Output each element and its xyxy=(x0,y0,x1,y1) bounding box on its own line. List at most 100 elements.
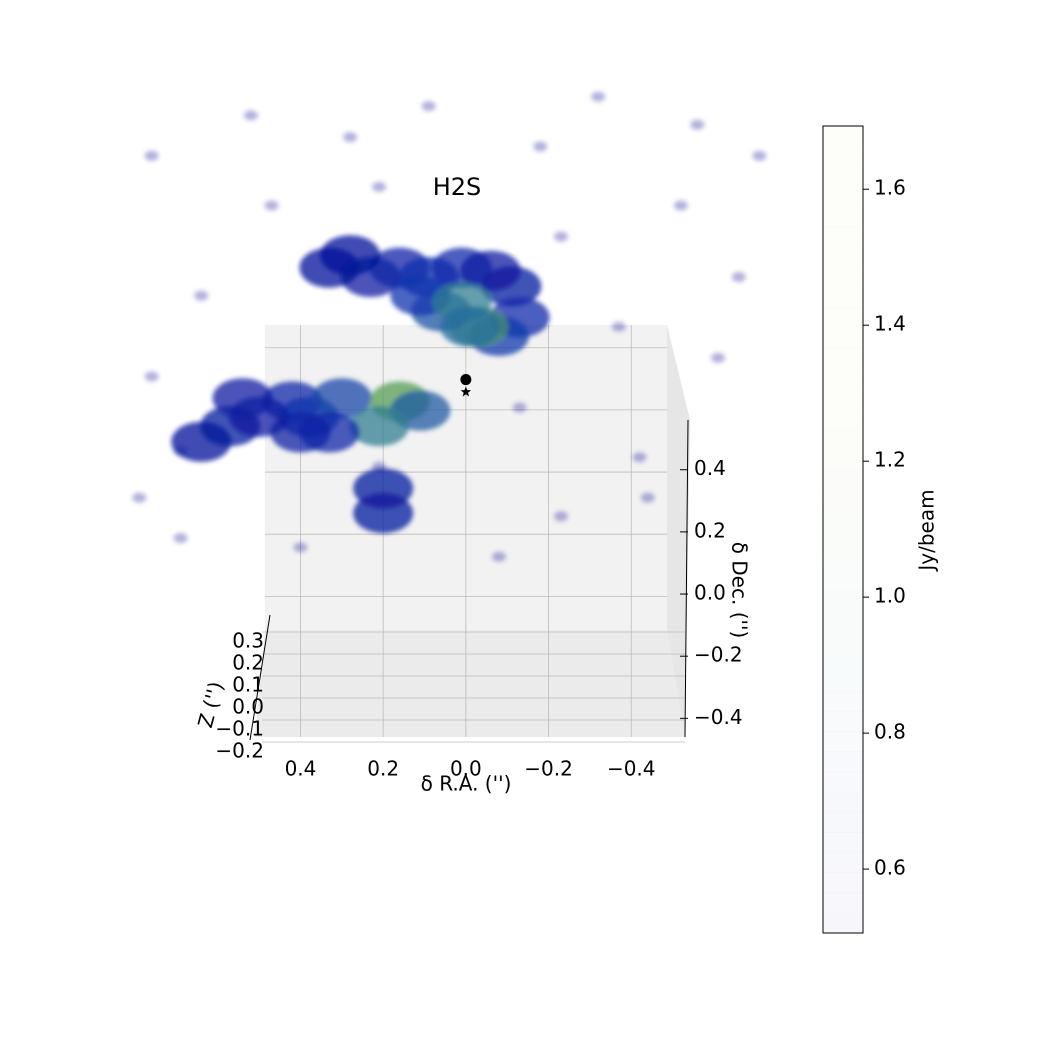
colorbar-cell xyxy=(823,832,863,853)
colorbar-cell xyxy=(823,731,863,752)
point xyxy=(173,533,188,544)
colorbar-cell xyxy=(823,166,863,187)
point xyxy=(752,150,767,161)
point xyxy=(293,542,308,553)
point xyxy=(553,231,568,242)
point xyxy=(144,371,159,382)
colorbar-cell xyxy=(823,308,863,329)
point xyxy=(299,247,360,288)
colorbar-cell xyxy=(823,913,863,934)
colorbar-cell xyxy=(823,691,863,712)
x-tick-label: −0.2 xyxy=(524,757,573,781)
colorbar-cell xyxy=(823,812,863,833)
point xyxy=(372,181,387,192)
colorbar-cell xyxy=(823,247,863,268)
point xyxy=(673,200,688,211)
point xyxy=(533,141,548,152)
z-tick-label: 0.2 xyxy=(232,651,264,675)
point xyxy=(311,378,372,419)
colorbar-cell xyxy=(823,287,863,308)
colorbar-cell xyxy=(823,328,863,349)
x-tick-label: 0.4 xyxy=(285,757,317,781)
point xyxy=(372,461,387,472)
point xyxy=(243,110,258,121)
colorbar-tick-label: 0.8 xyxy=(874,720,906,744)
colorbar-cell xyxy=(823,489,863,510)
colorbar-cell xyxy=(823,570,863,591)
point xyxy=(632,452,647,463)
y-axis xyxy=(684,419,689,738)
y-tick-label: −0.4 xyxy=(694,705,743,729)
axes: 0.4 0.2 0.0 −0.2 −0.4−0.4−0.20.00.20.4−0.2−0… xyxy=(215,419,743,781)
colorbar-cell xyxy=(823,227,863,248)
point xyxy=(212,378,273,419)
colorbar-cell xyxy=(823,751,863,772)
y-axis-label: δ Dec. ('') xyxy=(728,542,752,639)
point xyxy=(173,446,188,457)
colorbar-cell xyxy=(823,651,863,672)
colorbar-cell xyxy=(823,449,863,470)
colorbar-cell xyxy=(823,509,863,530)
marker xyxy=(460,374,472,386)
colorbar xyxy=(822,125,864,934)
chart-title: H2S xyxy=(433,173,482,201)
colorbar-cell xyxy=(823,368,863,389)
point xyxy=(591,91,606,102)
colorbar-cell xyxy=(823,772,863,793)
z-tick-label: 0.0 xyxy=(232,695,264,719)
floor-pane xyxy=(255,630,685,737)
colorbar-cell xyxy=(823,610,863,631)
colorbar-tick-label: 1.6 xyxy=(874,176,906,200)
grid xyxy=(262,325,685,743)
point xyxy=(264,200,279,211)
point xyxy=(491,551,506,562)
colorbar-cell xyxy=(823,893,863,914)
point xyxy=(640,492,655,503)
colorbar-cell xyxy=(823,348,863,369)
x-tick-label: 0.2 xyxy=(367,757,399,781)
colorbar-cell xyxy=(823,469,863,490)
points xyxy=(132,91,767,562)
point xyxy=(553,511,568,522)
z-tick-label: −0.2 xyxy=(215,739,264,763)
colorbar-tick-label: 1.2 xyxy=(874,448,906,472)
point xyxy=(512,402,527,413)
colorbar-cell xyxy=(823,590,863,611)
colorbar-tick-label: 1.4 xyxy=(874,312,906,336)
colorbar-cell xyxy=(823,852,863,873)
colorbar-cell xyxy=(823,187,863,208)
marker xyxy=(460,386,472,397)
x-tick-label: −0.4 xyxy=(607,757,656,781)
z-tick-label: 0.3 xyxy=(232,629,264,653)
colorbar-cell xyxy=(823,267,863,288)
y-tick-label: 0.4 xyxy=(694,456,726,480)
point xyxy=(711,352,726,363)
point xyxy=(144,150,159,161)
side-pane xyxy=(667,325,690,737)
point xyxy=(481,266,542,307)
colorbar-tick-label: 1.0 xyxy=(874,584,906,608)
point xyxy=(353,493,414,534)
x-tick-label: 0.0 xyxy=(450,757,482,781)
point xyxy=(440,306,500,347)
point xyxy=(731,272,746,282)
colorbar-cell xyxy=(823,408,863,429)
y-tick-label: 0.0 xyxy=(694,581,726,605)
colorbar-cell xyxy=(823,530,863,551)
point xyxy=(343,132,358,143)
colorbar-cell xyxy=(823,630,863,651)
z-tick-label: −0.1 xyxy=(215,717,264,741)
point xyxy=(611,321,626,332)
colorbar-cell xyxy=(823,207,863,228)
colorbar-cell xyxy=(823,792,863,813)
point xyxy=(132,492,147,503)
point xyxy=(690,119,705,130)
colorbar-cell xyxy=(823,872,863,893)
x-axis-label: δ R.A. ('') xyxy=(421,772,512,796)
colorbar-cell xyxy=(823,429,863,450)
colorbar-cell xyxy=(823,711,863,732)
colorbar-cell xyxy=(823,388,863,409)
colorbar-tick-label: 0.6 xyxy=(874,856,906,880)
y-tick-label: 0.2 xyxy=(694,518,726,542)
